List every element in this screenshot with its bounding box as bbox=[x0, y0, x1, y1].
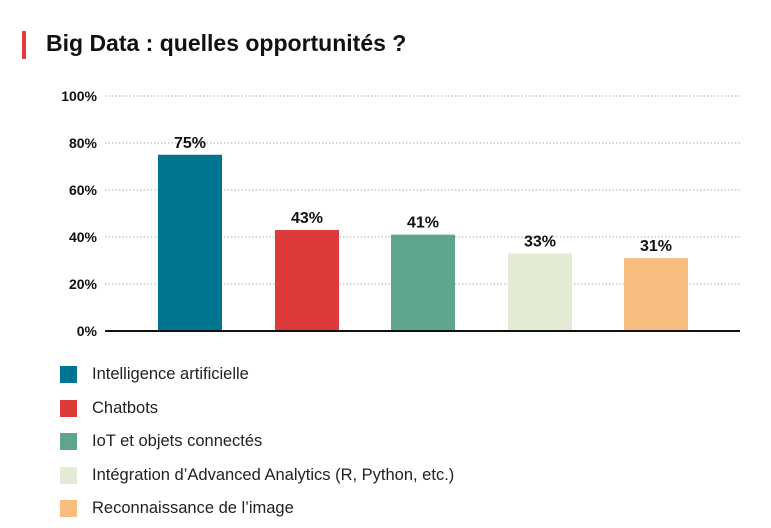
y-tick-label: 40% bbox=[69, 229, 98, 245]
legend-item: Chatbots bbox=[60, 392, 454, 426]
legend-swatch bbox=[60, 433, 77, 451]
y-tick-label: 60% bbox=[69, 182, 98, 198]
data-label: 41% bbox=[407, 215, 439, 232]
legend-label: Chatbots bbox=[92, 398, 159, 417]
legend-item: Intelligence artificielle bbox=[60, 358, 454, 392]
legend-swatch bbox=[60, 500, 77, 518]
bar bbox=[508, 253, 572, 331]
bar bbox=[624, 258, 688, 331]
legend-label: Intégration d’Advanced Analytics (R, Pyt… bbox=[92, 465, 455, 484]
bar bbox=[275, 229, 339, 331]
legend-swatch bbox=[60, 466, 77, 484]
y-tick-label: 80% bbox=[69, 135, 98, 151]
data-label: 31% bbox=[640, 238, 672, 255]
y-tick-label: 20% bbox=[69, 276, 98, 292]
legend-label: Intelligence artificielle bbox=[92, 365, 249, 384]
legend-item: IoT et objets connectés bbox=[60, 425, 454, 459]
y-tick-label: 0% bbox=[77, 323, 98, 339]
bar bbox=[391, 234, 455, 331]
data-label: 75% bbox=[174, 135, 206, 152]
bar bbox=[158, 154, 222, 331]
bar-plot: 0% 20% 40% 60% 80% 100% 75% 43% 41% 33% 31% bbox=[61, 88, 740, 339]
legend-label: IoT et objets connectés bbox=[92, 432, 263, 451]
legend-item: Intégration d’Advanced Analytics (R, Pyt… bbox=[60, 459, 454, 493]
data-label: 43% bbox=[291, 210, 323, 227]
legend-swatch bbox=[60, 399, 77, 417]
data-label: 33% bbox=[524, 233, 556, 250]
legend-swatch bbox=[60, 366, 77, 384]
legend: Intelligence artificielle Chatbots IoT et … bbox=[60, 358, 454, 526]
y-tick-label: 100% bbox=[61, 88, 97, 104]
legend-label: Reconnaissance de l’image bbox=[92, 499, 294, 518]
chart-title: Big Data : quelles opportunités ? bbox=[46, 30, 407, 56]
title-accent-bar bbox=[22, 31, 26, 59]
legend-item: Reconnaissance de l’image bbox=[60, 492, 454, 526]
